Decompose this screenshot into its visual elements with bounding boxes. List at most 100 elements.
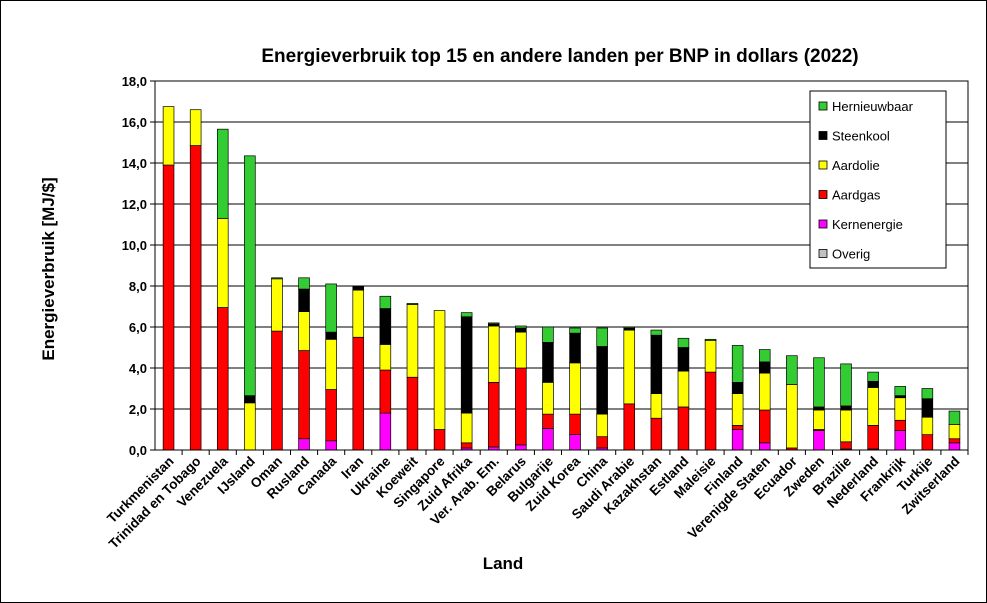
bar-segment (460, 316, 473, 414)
bar-segment (867, 387, 879, 426)
bar-segment (840, 363, 852, 407)
bar-segment (867, 425, 879, 450)
bars (162, 106, 961, 451)
bar-segment (840, 409, 852, 443)
bar-segment (948, 410, 961, 425)
bar-segment (542, 342, 554, 383)
bar-segment (406, 376, 419, 451)
bar-segment (325, 331, 337, 340)
y-tick-label: 18,0 (122, 74, 147, 89)
bar-segment (867, 371, 879, 382)
bar-segment (352, 336, 365, 451)
bar-segment (813, 430, 825, 451)
legend-box (809, 90, 947, 269)
bar-segment (650, 417, 663, 451)
bar-segment (298, 311, 310, 351)
bar-segment (189, 145, 202, 451)
bar-segment (460, 442, 473, 449)
bar-segment (569, 434, 581, 451)
bar-segment (515, 325, 527, 329)
bar-segment (271, 277, 283, 280)
bar-segment (623, 329, 636, 405)
legend-swatch (818, 190, 828, 199)
bar-segment (460, 312, 473, 318)
bar-segment (216, 128, 229, 219)
bar-segment (271, 330, 283, 451)
bar-segment (542, 326, 554, 343)
bar-segment (731, 382, 744, 394)
y-tick-label: 6,0 (129, 320, 147, 335)
bar-segment (352, 285, 365, 291)
bar-segment (298, 438, 310, 451)
bar-segment (162, 164, 175, 451)
bar-segment (515, 327, 527, 333)
bar-segment (677, 337, 690, 348)
bar-segment (325, 389, 337, 442)
bar-segment (216, 218, 229, 308)
bar-segment (379, 295, 392, 309)
y-tick-label: 4,0 (129, 361, 147, 376)
bar-segment (813, 409, 825, 430)
bar-segment (298, 288, 310, 312)
bar-segment (569, 413, 581, 435)
bar-segment (379, 412, 392, 451)
bar-segment (921, 398, 934, 418)
bar-segment (596, 327, 608, 347)
y-axis-label: Energieverbruik [MJ/$] (39, 177, 58, 360)
bar-segment (758, 372, 771, 411)
bar-segment (189, 109, 202, 146)
bar-segment (244, 402, 256, 451)
bar-segment (894, 430, 907, 451)
bar-segment (840, 405, 852, 411)
bar-segment (379, 369, 392, 414)
bar-segment (677, 406, 690, 451)
bar-segment (677, 370, 690, 408)
bar-segment (406, 304, 419, 378)
bar-segment (731, 425, 744, 430)
chart-title: Energieverbruik top 15 en andere landen … (261, 46, 858, 67)
bar-segment (921, 434, 934, 451)
bar-segment (325, 440, 337, 451)
legend-swatch (818, 219, 828, 229)
y-tick-label: 2,0 (129, 402, 147, 417)
bar-segment (569, 362, 581, 415)
bar-segment (650, 329, 663, 336)
bar-segment (677, 347, 690, 372)
bar-segment (271, 278, 283, 332)
bar-segment (650, 393, 663, 419)
bar-segment (569, 332, 581, 364)
bar-segment (650, 334, 663, 394)
bar-segment (596, 346, 608, 415)
bar-segment (840, 441, 852, 450)
bar-segment (704, 371, 717, 451)
bar-segment (298, 350, 310, 440)
bar-segment (596, 436, 608, 449)
y-tick-label: 12,0 (122, 197, 147, 212)
legend: Hernieuwbaar Steenkool Aardolie Aardgas Kern… (809, 90, 947, 269)
bar-segment (433, 429, 446, 451)
legend-label: Hernieuwbaar (832, 99, 914, 114)
bar-segment (244, 155, 256, 397)
legend-label: Kernenergie (832, 217, 903, 232)
legend-swatch (818, 160, 828, 170)
bar-segment (325, 283, 337, 333)
bar-segment (487, 325, 500, 383)
bar-segment (487, 382, 500, 448)
bar-segment (894, 419, 907, 431)
bar-segment (379, 308, 392, 345)
bar-segment (298, 277, 310, 290)
bar-segment (352, 289, 365, 338)
bar-segment (786, 384, 798, 449)
y-tick-label: 14,0 (122, 156, 147, 171)
y-tick-label: 0,0 (129, 443, 147, 458)
bar-segment (758, 361, 771, 374)
y-tick-label: 10,0 (122, 238, 147, 253)
bar-segment (758, 409, 771, 444)
bar-segment (813, 357, 825, 408)
y-tick-label: 16,0 (122, 115, 147, 130)
bar-segment (731, 429, 744, 451)
bar-segment (542, 382, 554, 415)
bar-segment (894, 397, 907, 421)
bar-segment (244, 395, 256, 404)
